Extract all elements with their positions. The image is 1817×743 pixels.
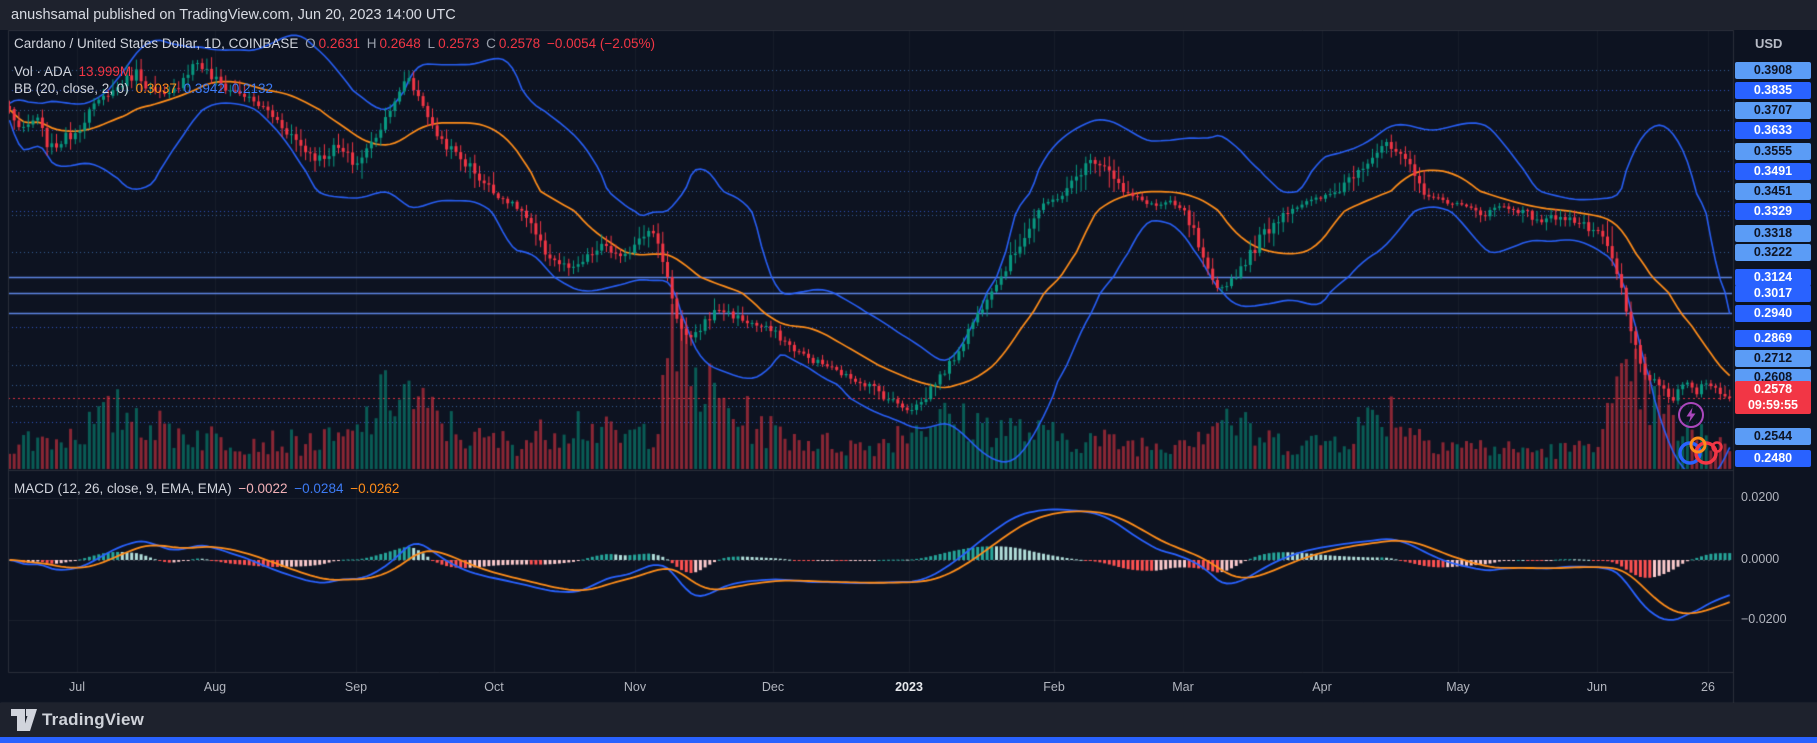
- price-level-label: 0.3908: [1735, 62, 1811, 79]
- time-axis-label: Mar: [1172, 680, 1194, 694]
- bottom-accent-strip: [0, 737, 1817, 743]
- time-axis[interactable]: Jul Aug Sep Oct Nov Dec 2023 Feb Mar Apr May Jun 26: [0, 672, 1733, 703]
- volume-label: Vol · ADA: [14, 64, 72, 79]
- bollinger-upper-value: 0.3942: [183, 81, 225, 96]
- time-axis-label: Jul: [69, 680, 85, 694]
- change-value: −0.0054 (−2.05%): [546, 36, 656, 51]
- price-level-label: 0.3451: [1735, 183, 1811, 200]
- high-prefix: H: [366, 36, 377, 51]
- price-level-label: 0.2480: [1735, 450, 1811, 467]
- symbol-title: Cardano / United States Dollar, 1D, COIN…: [14, 36, 299, 51]
- open-prefix: O: [305, 36, 316, 51]
- macd-scale-label: −0.0200: [1741, 612, 1787, 626]
- publish-info-text: anushsamal published on TradingView.com,…: [11, 7, 456, 23]
- close-prefix: C: [486, 36, 496, 51]
- tradingview-rings-watermark: [1672, 434, 1728, 473]
- macd-legend: MACD (12, 26, close, 9, EMA, EMA) −0.002…: [14, 481, 402, 496]
- price-axis-currency: USD: [1755, 36, 1783, 51]
- time-axis-label: Sep: [344, 680, 368, 694]
- macd-line-value: −0.0284: [294, 481, 344, 496]
- volume-legend: Vol · ADA 13.999M: [14, 64, 134, 79]
- price-level-label: 0.3633: [1735, 122, 1811, 139]
- time-axis-label: Dec: [761, 680, 785, 694]
- tradingview-logo-icon[interactable]: [11, 709, 37, 731]
- volume-value: 13.999M: [78, 64, 132, 79]
- bollinger-legend: BB (20, close, 2, 0) 0.3037 0.3942 0.213…: [14, 81, 276, 96]
- time-axis-label: Aug: [203, 680, 227, 694]
- price-level-label: 0.2940: [1735, 305, 1811, 322]
- price-level-label: 0.3329: [1735, 203, 1811, 220]
- price-level-label: 0.3017: [1735, 285, 1811, 302]
- colored-rings-icon: [1678, 436, 1723, 465]
- bollinger-basis-value: 0.3037: [135, 81, 177, 96]
- price-level-label: 0.3491: [1735, 163, 1811, 180]
- price-chart-canvas[interactable]: [0, 30, 1817, 703]
- time-axis-label: Nov: [623, 680, 647, 694]
- time-axis-label: Jun: [1586, 680, 1608, 694]
- time-axis-label: 26: [1701, 680, 1715, 694]
- time-axis-label: Feb: [1043, 680, 1065, 694]
- time-axis-label: 2023: [895, 680, 923, 694]
- time-axis-label: Oct: [484, 680, 504, 694]
- price-level-label: 0.2712: [1735, 350, 1811, 367]
- macd-scale-label: 0.0200: [1741, 490, 1780, 504]
- bollinger-label: BB (20, close, 2, 0): [14, 81, 129, 96]
- high-value: 0.2648: [379, 36, 421, 51]
- price-level-label: 0.3555: [1735, 143, 1811, 160]
- price-level-label: 0.2544: [1735, 428, 1811, 445]
- chart-region: Cardano / United States Dollar, 1D, COIN…: [0, 30, 1817, 703]
- time-axis-label: May: [1446, 680, 1470, 694]
- price-axis[interactable]: USD 0.3908 0.3835 0.3707 0.3633 0.3555 0.3491…: [1733, 30, 1817, 672]
- macd-signal-value: −0.0262: [350, 481, 400, 496]
- quick-action-button[interactable]: [1676, 400, 1706, 435]
- open-value: 0.2631: [318, 36, 360, 51]
- macd-label: MACD (12, 26, close, 9, EMA, EMA): [14, 481, 232, 496]
- close-value: 0.2578: [498, 36, 541, 51]
- macd-scale-label: 0.0000: [1741, 552, 1780, 566]
- lightning-bolt-icon: [1678, 402, 1704, 428]
- price-level-label: 0.3318: [1735, 225, 1811, 242]
- time-axis-label: Apr: [1312, 680, 1332, 694]
- macd-hist-value: −0.0022: [238, 481, 288, 496]
- publish-info-bar: anushsamal published on TradingView.com,…: [0, 0, 1817, 30]
- symbol-legend: Cardano / United States Dollar, 1D, COIN…: [14, 36, 658, 51]
- price-level-label: 0.3124: [1735, 269, 1811, 286]
- price-level-label: 0.3835: [1735, 82, 1811, 99]
- low-prefix: L: [427, 36, 436, 51]
- price-level-label: 0.2869: [1735, 330, 1811, 347]
- tradingview-brand-text[interactable]: TradingView: [42, 710, 145, 729]
- price-level-label: 0.3707: [1735, 102, 1811, 119]
- footer-bar: TradingView: [0, 703, 1817, 737]
- bollinger-lower-value: 0.2132: [231, 81, 273, 96]
- low-value: 0.2573: [438, 36, 480, 51]
- current-price-label: 0.2578 09:59:55: [1735, 381, 1811, 414]
- price-level-label: 0.3222: [1735, 244, 1811, 261]
